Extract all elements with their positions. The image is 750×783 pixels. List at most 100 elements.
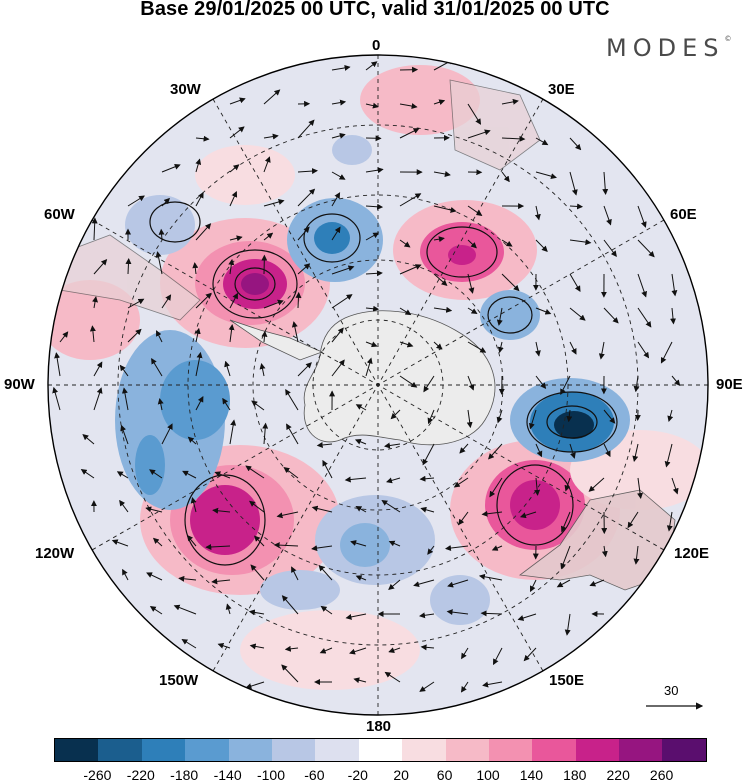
wind-vector: [331, 132, 346, 139]
wind-vector: [354, 439, 367, 445]
wind-vector: [93, 361, 103, 377]
lon-label-0: 0: [372, 37, 381, 54]
wind-vector: [660, 341, 673, 364]
wind-vector: [670, 307, 677, 325]
lon-label-90e: 90E: [716, 376, 743, 393]
wind-vector: [517, 613, 537, 621]
wind-vector: [224, 360, 231, 377]
colorbar-swatch: [185, 739, 229, 761]
wind-vector: [667, 409, 674, 422]
wind-vector: [120, 424, 129, 445]
colorbar-swatch: [532, 739, 576, 761]
colorbar-swatch: [55, 739, 99, 761]
wind-vector: [535, 137, 549, 146]
colorbar-tick-label: -180: [170, 767, 199, 783]
colorbar-tick-label: 140: [519, 767, 544, 783]
wind-vector: [461, 647, 469, 660]
colorbar-tick-label: 220: [606, 767, 630, 783]
wind-vector: [281, 664, 299, 683]
colorbar-swatch: [98, 739, 142, 761]
wind-vector: [297, 119, 315, 139]
colorbar-swatch: [228, 739, 272, 761]
wind-vector: [637, 307, 652, 328]
wind-vector: [161, 163, 181, 173]
wind-vector: [93, 387, 103, 411]
colorbar-tick-label: 20: [393, 767, 409, 783]
wind-vector: [598, 341, 605, 360]
wind-vector: [453, 477, 469, 488]
wind-vector: [601, 545, 608, 558]
wind-vector: [345, 613, 367, 620]
wind-vector: [632, 443, 639, 462]
wind-vector: [320, 605, 333, 615]
wind-vector: [249, 643, 265, 650]
wind-vector: [295, 291, 302, 309]
wind-vector: [229, 190, 238, 207]
wind-vector: [161, 294, 172, 309]
wind-vector: [92, 296, 98, 309]
wind-vector: [433, 205, 457, 213]
wind-vector: [318, 564, 333, 581]
lon-label-90w: 90W: [4, 376, 35, 393]
wind-vector: [297, 168, 318, 175]
wind-vector: [501, 135, 526, 142]
wind-vector: [399, 193, 422, 207]
map-border: [47, 54, 709, 716]
wind-vector: [225, 603, 232, 615]
lon-label-60e: 60E: [670, 206, 697, 223]
wind-vector: [82, 434, 95, 445]
wind-vector: [119, 364, 129, 377]
wind-vector: [466, 409, 473, 429]
wind-vector: [427, 409, 435, 425]
wind-vector: [671, 477, 679, 495]
wind-vector: [491, 545, 503, 551]
wind-vector: [467, 129, 491, 139]
wind-vector: [603, 239, 617, 257]
wind-vector: [245, 465, 265, 479]
wind-vector: [637, 205, 647, 228]
wind-vector: [349, 647, 367, 655]
wind-vector: [478, 573, 503, 581]
wind-vector: [195, 158, 202, 173]
wind-vector: [566, 409, 573, 423]
wind-vector: [350, 540, 367, 547]
wind-vector: [212, 507, 231, 514]
wind-vector: [556, 579, 571, 588]
wind-vector: [666, 511, 673, 532]
wind-vector: [311, 545, 333, 552]
wind-vector: [496, 409, 503, 424]
wind-vector: [111, 539, 129, 547]
wind-vector: [229, 235, 243, 242]
wind-vector: [569, 239, 592, 246]
wind-vector: [467, 273, 475, 294]
wind-vector: [291, 321, 299, 343]
wind-vector: [344, 476, 367, 483]
wind-vector: [467, 103, 482, 125]
wind-vector: [281, 595, 299, 615]
wind-vector: [433, 341, 443, 350]
wind-vector: [195, 135, 210, 142]
colorbar-tick-label: 180: [563, 767, 587, 783]
wind-scale-label: 30: [664, 683, 679, 698]
wind-vector: [59, 331, 69, 343]
colorbar-swatch: [619, 739, 663, 761]
wind-vector: [427, 545, 435, 555]
wind-vector: [190, 497, 197, 513]
wind-vector: [365, 305, 380, 312]
wind-vector: [254, 535, 265, 547]
wind-vector: [399, 264, 422, 275]
lon-label-150e: 150E: [549, 672, 585, 689]
wind-vector: [388, 579, 401, 591]
colorbar-swatch: [488, 739, 533, 761]
wind-vector: [446, 609, 469, 616]
wind-vector: [228, 324, 235, 343]
wind-vector: [161, 197, 171, 207]
wind-vector: [381, 499, 401, 513]
wind-vector: [423, 375, 435, 393]
wind-vector: [283, 466, 299, 479]
wind-vector: [447, 579, 469, 588]
lon-label-30w: 30W: [170, 81, 201, 98]
wind-vector: [251, 400, 265, 411]
wind-vector: [211, 578, 231, 585]
wind-vector: [195, 351, 203, 377]
